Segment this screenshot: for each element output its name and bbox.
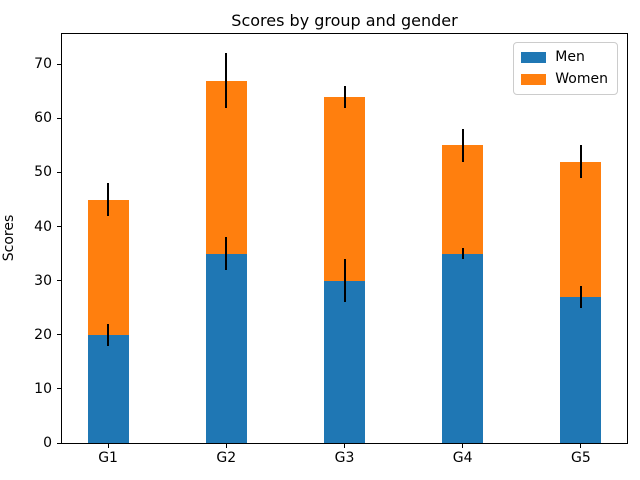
errorbar-men-g4: [461, 248, 464, 260]
x-tick-mark: [580, 444, 582, 448]
x-tick-label-g4: G4: [452, 450, 473, 466]
bar-men-g5: [560, 296, 602, 443]
legend-swatch-men-icon: [521, 52, 547, 63]
errorbar-women-g5: [579, 145, 582, 178]
x-tick-label-g1: G1: [98, 450, 118, 466]
y-tick-mark: [57, 226, 61, 228]
bar-men-g1: [87, 334, 129, 443]
legend-item-women: Women: [521, 70, 608, 89]
x-tick-mark: [107, 444, 109, 448]
errorbar-women-g4: [461, 129, 464, 162]
legend-label-women: Women: [555, 71, 608, 87]
errorbar-men-g3: [343, 259, 346, 303]
x-tick-mark: [344, 444, 345, 448]
bar-men-g3: [324, 280, 365, 443]
y-tick-mark: [57, 171, 61, 173]
errorbar-men-g1: [107, 323, 110, 346]
errorbar-men-g2: [225, 237, 228, 270]
y-tick-label: 70: [34, 56, 52, 73]
y-tick-label: 10: [34, 380, 52, 397]
y-axis-label: Scores: [1, 214, 17, 262]
y-tick-label: 60: [34, 110, 52, 127]
x-tick-mark: [225, 444, 227, 448]
errorbar-women-g3: [343, 85, 346, 108]
bar-women-g1: [87, 199, 129, 335]
y-tick-mark: [57, 63, 61, 65]
legend-item-men: Men: [521, 48, 608, 67]
x-tick-label-g3: G3: [334, 450, 355, 466]
y-tick-label: 20: [34, 326, 52, 343]
y-tick-label: 50: [34, 164, 52, 181]
errorbar-women-g2: [225, 53, 228, 108]
bar-men-g4: [442, 253, 484, 443]
legend-label-men: Men: [555, 49, 585, 65]
bar-women-g2: [205, 80, 247, 254]
errorbar-women-g1: [107, 183, 110, 216]
y-tick-mark: [57, 442, 61, 444]
y-tick-label: 30: [34, 272, 52, 289]
bar-men-g2: [205, 253, 247, 443]
y-tick-label: 40: [34, 218, 52, 235]
x-tick-label-g2: G2: [216, 450, 237, 466]
x-tick-mark: [462, 444, 464, 448]
y-tick-mark: [57, 388, 61, 390]
y-tick-mark: [57, 280, 61, 282]
y-tick-label: 0: [43, 435, 52, 451]
legend-swatch-women-icon: [521, 74, 547, 85]
chart-title: Scores by group and gender: [231, 11, 458, 30]
errorbar-men-g5: [579, 286, 582, 308]
x-tick-label-g5: G5: [571, 450, 591, 466]
bar-women-g3: [324, 96, 365, 281]
bar-women-g5: [560, 161, 602, 297]
y-tick-mark: [57, 117, 61, 119]
legend: Men Women: [513, 42, 618, 95]
y-tick-mark: [57, 334, 61, 336]
bar-women-g4: [442, 145, 484, 254]
